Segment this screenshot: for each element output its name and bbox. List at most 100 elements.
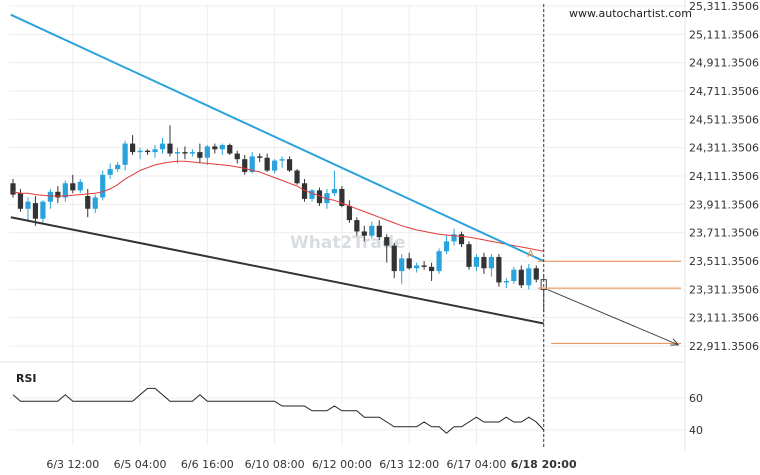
candle-body [167,143,173,154]
candle-body [55,191,61,198]
candle-body [62,183,68,198]
candle-body [17,193,24,209]
candle-body [429,266,435,272]
candle-body [488,256,494,269]
candle-body [421,265,427,267]
candle-body [10,183,16,195]
candle-body [130,143,136,153]
time-tick-label: 6/5 04:00 [114,458,167,471]
price-tick-label: 24,911.3506 [689,57,759,70]
candle-body [122,143,128,165]
candle-body [249,156,255,172]
candle-body [511,269,517,282]
candle-body [85,196,91,209]
candle-body [414,265,420,269]
candle-body [219,145,225,150]
grid-lines [0,0,686,450]
candle-body [197,152,203,158]
price-tick-label: 23,111.3506 [689,312,759,325]
candle-body [242,159,248,172]
candle-body [286,159,293,171]
price-tick-label: 25,111.3506 [689,28,759,41]
candle-body [451,234,457,242]
candle-body [77,181,83,191]
candle-body [399,258,405,272]
candle-body [182,152,188,154]
candle-body [331,188,338,194]
candle-body [369,225,375,236]
price-axis: 25,311.3506 25,111.3506 24,911.3506 24,711.… [689,0,759,437]
candle-body [264,157,270,171]
price-tick-label: 23,711.3506 [689,227,759,240]
candle-body [466,244,472,267]
candle-body [174,152,181,154]
time-axis: 6/3 12:00 6/5 04:00 6/6 16:00 6/10 08:00 6/1… [46,458,577,471]
candle-body [137,150,143,153]
candle-body [458,234,465,245]
overlays: A [10,4,681,448]
time-tick-label: 6/13 12:00 [379,458,439,471]
candle-body [159,143,166,150]
pattern-marker-label: A [527,249,534,260]
candle-body [309,190,315,199]
candle-body [25,201,31,209]
time-tick-label: 6/18 20:00 [511,458,577,471]
projection-line [547,289,679,346]
candle-body [47,191,53,202]
price-tick-label: 23,311.3506 [689,283,759,296]
candle-body [346,205,352,221]
candle-body [436,251,442,272]
rsi-tick-label: 60 [689,392,703,405]
time-tick-label: 6/10 08:00 [245,458,305,471]
candle-body [227,145,233,154]
candle-body [272,160,278,171]
candle-body [212,146,218,150]
price-tick-label: 22,911.3506 [689,340,759,353]
upper-trendline [10,13,545,263]
candle-body [354,220,360,232]
candle-body [100,174,106,198]
candle-body [40,201,46,219]
candle-body [503,281,509,283]
candle-body [115,164,121,170]
candle-body [294,170,300,184]
candle-body [234,153,240,160]
candle-body [32,203,39,219]
watermark: What2Trade [290,233,406,253]
lower-trendline [10,216,544,325]
price-tick-label: 24,111.3506 [689,170,759,183]
rsi-tick-label: 40 [689,424,703,437]
candle-body [518,269,524,286]
candle-body [481,256,487,269]
rsi-panel [12,387,545,434]
candle-body [361,231,367,236]
candle-body [204,146,210,158]
candle-body [92,197,98,209]
candle-body [70,183,76,191]
source-label: www.autochartist.com [569,7,692,20]
candle-body [526,268,532,286]
candle-body [443,241,450,252]
price-tick-label: 25,311.3506 [689,0,759,13]
candle-body [406,258,412,269]
candle-body [316,190,323,204]
candle-body [391,245,397,272]
candle-body [339,188,345,206]
rsi-label: RSI [16,372,37,385]
price-tick-label: 24,511.3506 [689,113,759,126]
candle-body [189,152,195,154]
candle-body [152,149,158,153]
projection-arrowhead [670,338,680,346]
time-tick-label: 6/3 12:00 [46,458,99,471]
candle-body [376,225,382,238]
time-tick-label: 6/12 00:00 [312,458,372,471]
price-tick-label: 24,711.3506 [689,85,759,98]
price-tick-label: 23,511.3506 [689,255,759,268]
candle-body [144,150,151,153]
price-tick-label: 23,911.3506 [689,198,759,211]
time-tick-label: 6/6 16:00 [181,458,234,471]
candle-body [473,256,480,267]
candle-body [301,183,308,199]
candle-body [279,159,285,161]
